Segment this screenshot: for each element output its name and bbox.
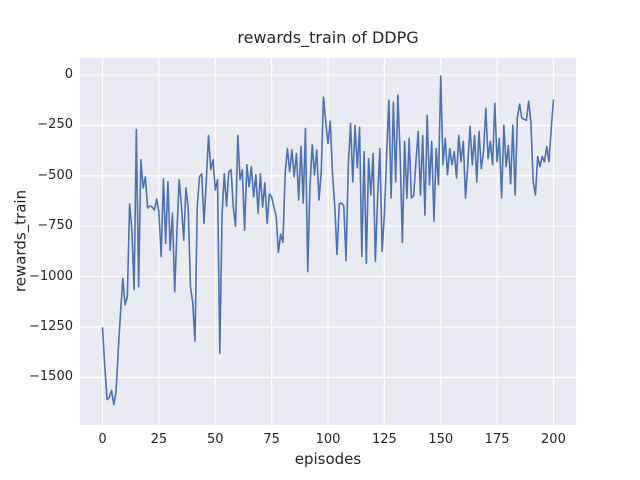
x-tick-label: 75 [263, 432, 280, 447]
x-tick-label: 150 [428, 432, 454, 447]
x-tick-label: 200 [541, 432, 566, 447]
y-tick-label: −500 [37, 167, 73, 183]
x-tick-label: 175 [484, 432, 510, 447]
series-line-rewards-train [101, 75, 555, 406]
y-tick-label: −1250 [29, 318, 73, 334]
y-tick-label: 0 [64, 66, 73, 82]
y-tick-label: −250 [37, 117, 73, 133]
series-polyline [101, 75, 555, 406]
y-tick-label: −1500 [29, 369, 73, 385]
x-tick-label: 100 [315, 432, 341, 447]
x-axis-label: episodes [294, 450, 362, 468]
x-tick-label: 25 [150, 432, 168, 447]
y-tick-label: −750 [37, 218, 73, 234]
x-tick-label: 0 [98, 432, 107, 447]
x-tick-label: 125 [371, 432, 397, 447]
y-tick-label: −1000 [29, 268, 73, 284]
x-tick-label: 50 [206, 432, 224, 447]
chart-title: rewards_train of DDPG [237, 28, 419, 47]
gridlines [80, 58, 576, 425]
